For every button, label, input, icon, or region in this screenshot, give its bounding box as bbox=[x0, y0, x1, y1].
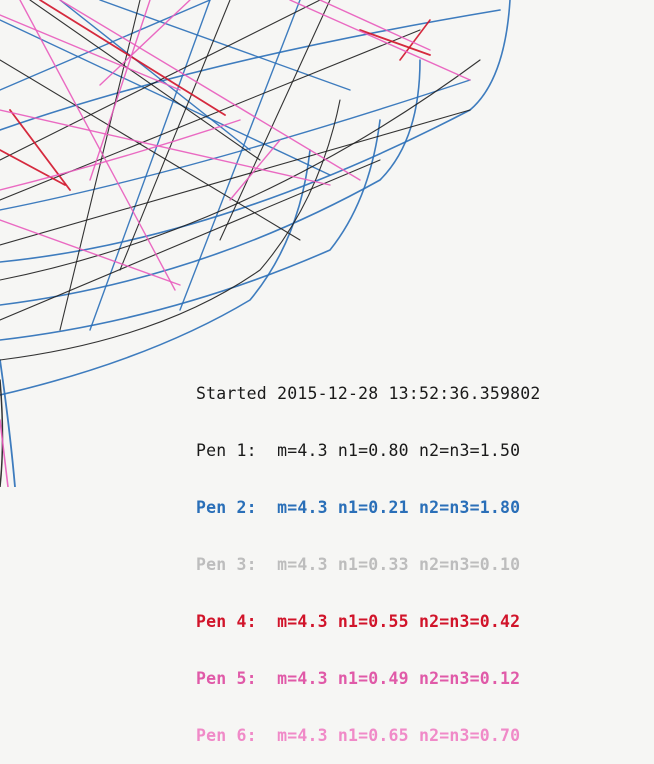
black-pen-stroke bbox=[0, 109, 471, 246]
black-pen-stroke bbox=[0, 159, 381, 321]
pink-pen-stroke bbox=[59, 0, 361, 181]
black-pen-stroke bbox=[29, 0, 261, 161]
black-pen-stroke bbox=[0, 59, 301, 241]
black-pen-stroke bbox=[119, 0, 231, 271]
plot-line-group bbox=[0, 0, 511, 487]
pink-pen-stroke bbox=[229, 139, 281, 201]
pink-pen-stroke bbox=[19, 0, 176, 291]
red-pen-stroke bbox=[9, 109, 71, 191]
red-pen-stroke bbox=[0, 149, 66, 186]
blue-pen-stroke bbox=[89, 0, 211, 331]
red-pen-stroke bbox=[39, 0, 226, 116]
pen-3-params: Pen 3: m=4.3 n1=0.33 n2=n3=0.10 bbox=[196, 555, 521, 574]
pen-4-params: Pen 4: m=4.3 n1=0.55 n2=n3=0.42 bbox=[196, 612, 521, 631]
blue-pen-stroke bbox=[0, 359, 16, 487]
blue-pen-stroke bbox=[0, 119, 381, 341]
blue-pen-stroke bbox=[0, 149, 311, 396]
black-pen-stroke bbox=[0, 59, 481, 281]
blue-pen-stroke bbox=[0, 79, 471, 211]
pink-pen-stroke bbox=[89, 0, 151, 181]
pen-plot-drawing bbox=[0, 0, 511, 487]
red-pen-stroke bbox=[359, 29, 431, 56]
black-pen-stroke bbox=[0, 99, 341, 361]
pink-pen-stroke bbox=[289, 0, 471, 81]
black-pen-stroke bbox=[219, 0, 331, 241]
blue-pen-stroke bbox=[0, 9, 501, 131]
plot-legend: Started 2015-12-28 13:52:36.359802 Pen 1… bbox=[196, 346, 541, 764]
started-timestamp: Started 2015-12-28 13:52:36.359802 bbox=[196, 384, 541, 403]
pink-pen-stroke bbox=[0, 14, 181, 91]
pen-5-params: Pen 5: m=4.3 n1=0.49 n2=n3=0.12 bbox=[196, 669, 521, 688]
pen-1-params: Pen 1: m=4.3 n1=0.80 n2=n3=1.50 bbox=[196, 441, 521, 460]
pink-pen-stroke bbox=[0, 219, 181, 286]
pink-pen-stroke bbox=[0, 109, 331, 186]
blue-pen-stroke bbox=[59, 0, 251, 151]
pink-pen-stroke bbox=[319, 0, 431, 51]
black-pen-stroke bbox=[0, 0, 321, 161]
black-pen-stroke bbox=[59, 0, 141, 331]
pink-pen-stroke bbox=[0, 119, 241, 191]
pen-6-params: Pen 6: m=4.3 n1=0.65 n2=n3=0.70 bbox=[196, 726, 521, 745]
red-pen-stroke bbox=[399, 19, 431, 61]
pink-pen-stroke bbox=[99, 0, 191, 86]
blue-pen-stroke bbox=[0, 59, 421, 306]
pen-2-params: Pen 2: m=4.3 n1=0.21 n2=n3=1.80 bbox=[196, 498, 521, 517]
pink-pen-stroke bbox=[0, 419, 9, 487]
blue-pen-stroke bbox=[179, 0, 301, 311]
blue-pen-stroke bbox=[0, 19, 331, 176]
